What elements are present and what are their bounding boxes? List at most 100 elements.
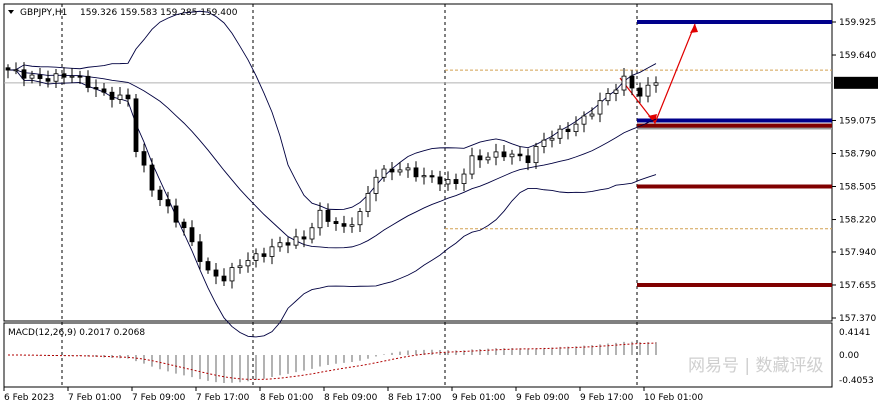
candle (85, 75, 91, 88)
candle (13, 69, 19, 72)
forecast-arrow (619, 23, 696, 125)
candle (541, 139, 547, 147)
price-tick-label: 157.655 (839, 281, 876, 291)
candle (45, 78, 51, 82)
candle (637, 87, 643, 97)
current-price-label: 159.400 (838, 79, 875, 89)
candle (101, 88, 107, 93)
candle (477, 155, 483, 161)
candle (245, 260, 251, 267)
macd-panel-frame (3, 322, 833, 388)
candle (149, 164, 155, 191)
candle (213, 269, 219, 277)
symbol-label: GBPJPY,H1 (20, 8, 67, 18)
candle (573, 123, 579, 133)
ohlc-label: 159.326 159.583 159.285 159.400 (80, 8, 238, 18)
candle (141, 151, 147, 166)
candle (325, 209, 331, 222)
candle (413, 167, 419, 178)
candle (501, 151, 507, 158)
time-tick-label: 7 Feb 17:00 (196, 393, 250, 403)
candle (469, 155, 475, 175)
time-tick-label: 8 Feb 17:00 (388, 393, 442, 403)
time-tick-label: 9 Feb 09:00 (516, 393, 570, 403)
candle (485, 156, 491, 161)
candle (389, 168, 395, 173)
candle (549, 137, 555, 141)
time-tick-label: 9 Feb 01:00 (452, 393, 506, 403)
candle (365, 193, 371, 212)
price-tick-label: 159.925 (839, 18, 876, 28)
candle (613, 89, 619, 94)
candle (405, 167, 411, 171)
candle (589, 113, 595, 117)
candle (189, 227, 195, 243)
candle (525, 155, 531, 164)
time-tick-label: 8 Feb 01:00 (260, 393, 314, 403)
macd-signal-line (7, 342, 657, 380)
candle (421, 175, 427, 178)
candle (237, 265, 243, 269)
candle (461, 173, 467, 184)
candle (565, 128, 571, 133)
price-tick-label: 158.220 (839, 216, 876, 226)
candle (197, 241, 203, 262)
candle (653, 82, 659, 86)
candle (285, 242, 291, 246)
candle (333, 221, 339, 224)
candle (509, 153, 515, 158)
candle (5, 67, 11, 71)
candle (437, 176, 443, 185)
candle (533, 146, 539, 164)
candle (133, 98, 139, 152)
candle (181, 221, 187, 229)
candle (93, 87, 99, 90)
candle (69, 75, 75, 78)
collapse-triangle-icon[interactable] (8, 10, 14, 14)
candle (453, 179, 459, 184)
arrow-head-icon (648, 114, 657, 123)
candle (629, 75, 635, 89)
candle (117, 94, 123, 100)
macd-label: MACD(12,26,9) 0.2017 0.2068 (8, 328, 145, 338)
bollinger-middle (7, 69, 657, 249)
candle (645, 84, 651, 97)
candle (157, 189, 163, 201)
price-tick-label: 157.370 (839, 314, 876, 324)
macd-axis-label: 0.4141 (839, 328, 871, 338)
candle (77, 75, 83, 78)
candle (261, 253, 267, 257)
candle (29, 74, 35, 79)
candle (301, 236, 307, 240)
candle (621, 75, 627, 91)
candle (581, 115, 587, 125)
candle (221, 275, 227, 282)
candle (397, 169, 403, 173)
price-tick-label: 159.075 (839, 116, 876, 126)
candle (493, 151, 499, 158)
candle (309, 227, 315, 240)
time-tick-label: 7 Feb 09:00 (132, 393, 186, 403)
candle (109, 91, 115, 100)
current-price-marker (834, 76, 878, 89)
candle (277, 242, 283, 248)
candle (517, 153, 523, 157)
watermark: 网易号 | 数藏评级 (688, 356, 824, 376)
candle (269, 246, 275, 257)
time-tick-label: 9 Feb 17:00 (580, 393, 634, 403)
candle (293, 236, 299, 246)
price-tick-label: 158.790 (839, 149, 876, 159)
time-tick-label: 7 Feb 01:00 (68, 393, 122, 403)
candle (21, 69, 27, 79)
time-tick-label: 10 Feb 01:00 (644, 393, 703, 403)
candle (173, 205, 179, 223)
candle (317, 209, 323, 229)
candle (37, 74, 43, 79)
macd-axis-label: -0.4053 (839, 376, 874, 386)
candle (373, 176, 379, 194)
bollinger-upper (7, 10, 657, 210)
candle (597, 100, 603, 115)
candle (429, 175, 435, 178)
